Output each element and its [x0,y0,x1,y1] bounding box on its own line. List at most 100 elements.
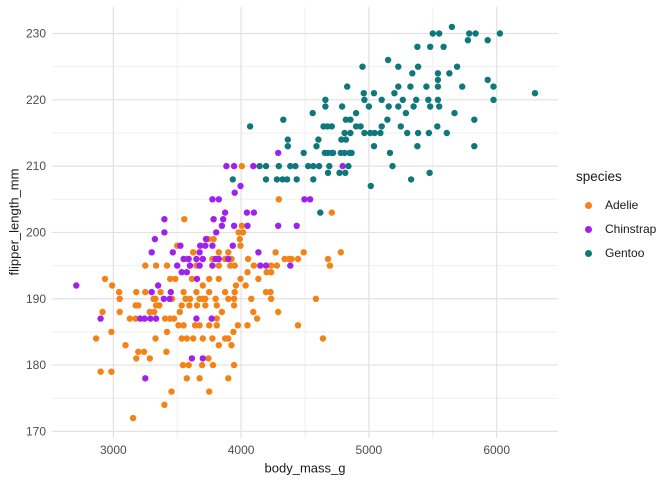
data-point-gentoo [309,109,316,117]
data-point-gentoo [471,116,478,123]
data-point-adelie [146,355,153,362]
data-point-gentoo [273,176,281,183]
data-point-adelie [183,335,190,342]
data-point-adelie [210,235,217,243]
data-point-gentoo [484,76,491,84]
data-point-gentoo [404,129,411,137]
data-point-gentoo [425,96,432,104]
data-point-gentoo [395,103,402,110]
data-point-gentoo [342,169,349,176]
y-tick-label-180: 180 [26,358,46,372]
data-point-adelie [180,322,187,329]
data-point-adelie [236,235,243,243]
data-point-gentoo [397,123,404,130]
data-point-chinstrap [213,229,220,236]
data-point-chinstrap [97,315,104,322]
data-point-gentoo [464,37,472,44]
data-point-adelie [163,348,170,355]
data-point-gentoo [407,83,414,90]
data-point-gentoo [391,90,398,97]
data-point-gentoo [361,96,368,104]
data-point-adelie [99,308,106,316]
data-point-adelie [115,288,123,296]
data-point-adelie [156,302,163,309]
data-point-chinstrap [306,196,314,203]
data-point-chinstrap [293,222,300,229]
legend-label-gentoo: Gentoo [605,246,645,260]
data-point-adelie [92,335,100,342]
data-point-adelie [108,368,115,375]
data-point-gentoo [348,149,355,157]
data-point-chinstrap [193,315,200,322]
data-point-chinstrap [174,262,181,269]
legend-item-chinstrap: Chinstrap [576,217,656,241]
data-point-adelie [161,315,169,322]
data-point-adelie [227,262,234,269]
data-point-chinstrap [231,189,238,196]
data-point-chinstrap [73,282,80,289]
y-tick-label-190: 190 [26,292,46,306]
data-point-adelie [191,322,199,329]
data-point-chinstrap [250,162,257,170]
data-point-adelie [225,295,232,302]
data-point-gentoo [310,162,317,170]
data-point-chinstrap [221,209,229,216]
data-point-gentoo [313,143,320,150]
legend-item-gentoo: Gentoo [576,241,656,265]
data-point-adelie [225,335,232,342]
data-point-adelie [215,275,222,283]
data-point-gentoo [414,129,422,137]
data-point-gentoo [344,83,351,90]
legend-label-adelie: Adelie [605,198,639,212]
data-point-gentoo [367,182,374,190]
x-tick-label-5000: 5000 [356,443,383,457]
data-point-chinstrap [148,288,155,296]
data-point-adelie [206,288,213,296]
data-point-gentoo [414,143,421,150]
data-point-adelie [206,322,213,329]
data-point-gentoo [280,116,287,123]
data-point-adelie [324,255,332,263]
data-point-gentoo [434,76,442,84]
legend-item-adelie: Adelie [576,193,656,217]
data-point-gentoo [423,83,430,90]
data-point-adelie [176,308,183,316]
legend: species Adelie Chinstrap Gentoo [576,169,656,265]
data-point-chinstrap [339,162,346,170]
data-point-adelie [199,335,206,342]
data-point-gentoo [293,176,300,183]
data-point-gentoo [443,129,450,137]
x-tick-label-6000: 6000 [483,443,510,457]
data-point-chinstrap [141,315,148,322]
x-tick-label-4000: 4000 [228,443,255,457]
data-point-adelie [263,269,270,276]
x-tick-label-3000: 3000 [100,443,127,457]
data-point-gentoo [338,103,346,110]
data-point-adelie [101,275,109,283]
data-point-gentoo [389,162,396,170]
data-point-gentoo [324,169,332,176]
data-point-adelie [238,162,245,170]
data-point-gentoo [436,103,443,110]
data-point-gentoo [342,136,350,143]
data-point-gentoo [347,116,354,123]
data-point-chinstrap [209,242,216,249]
data-point-adelie [172,275,179,283]
data-point-chinstrap [230,222,238,229]
data-point-gentoo [385,103,392,110]
data-point-chinstrap [250,209,258,216]
data-point-adelie [116,308,123,316]
data-point-adelie [132,315,139,322]
data-point-gentoo [338,136,345,143]
data-point-adelie [213,302,220,309]
data-point-gentoo [246,123,254,130]
data-point-gentoo [440,43,447,50]
data-point-adelie [193,288,200,296]
data-point-gentoo [436,30,443,37]
data-point-gentoo [413,96,420,104]
data-point-gentoo [352,109,360,117]
data-point-gentoo [395,83,402,90]
data-point-adelie [199,282,206,289]
data-point-adelie [188,275,196,283]
